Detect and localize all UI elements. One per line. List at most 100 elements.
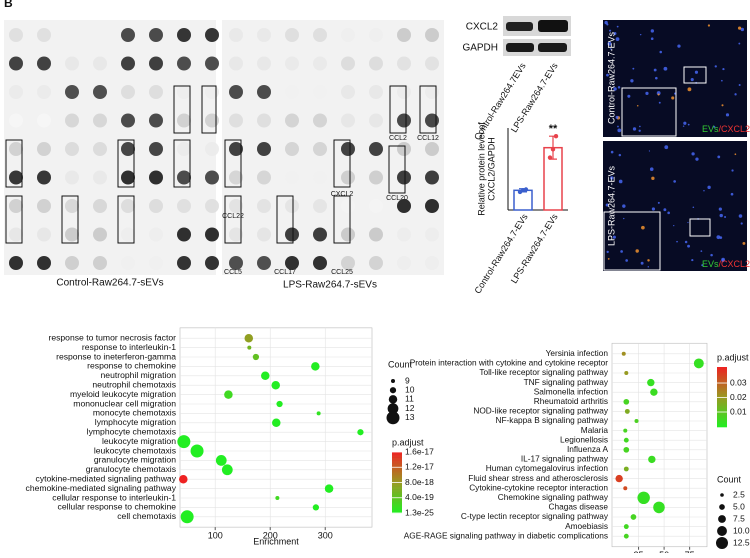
- speck: [707, 185, 711, 190]
- speck: [647, 259, 650, 262]
- speck: [717, 155, 721, 159]
- blot-spot: [93, 142, 107, 156]
- size-legend-title: Count: [717, 474, 742, 484]
- blot-spot: [9, 199, 23, 213]
- blot-spot: [177, 199, 191, 213]
- dot: [275, 496, 280, 500]
- dot: [647, 378, 655, 387]
- colorbar-cell: [392, 494, 402, 497]
- colorbar-cell: [717, 370, 727, 372]
- size-legend-dot: [717, 526, 727, 536]
- blot-spot: [205, 28, 219, 42]
- speck: [638, 129, 641, 132]
- blot-spot: [229, 142, 243, 156]
- blot-spot: [177, 85, 191, 99]
- box: [5, 139, 23, 188]
- blot-spot: [177, 28, 191, 42]
- box: [5, 195, 23, 244]
- dot: [244, 333, 254, 343]
- blot-spot: [257, 170, 271, 185]
- blot-spot: [121, 227, 135, 242]
- blot-spot: [177, 256, 191, 270]
- blot-spot: [121, 85, 135, 99]
- blot-spot: [229, 113, 243, 128]
- speck: [630, 79, 634, 83]
- blot-spot: [149, 256, 163, 270]
- blot-spot: [177, 227, 191, 242]
- speck: [627, 94, 631, 98]
- speck: [609, 29, 612, 32]
- color-legend-title: p.adjust: [717, 352, 749, 362]
- colorbar-cell: [392, 502, 402, 505]
- blot-spot: [37, 113, 51, 128]
- colorbar-cell: [717, 395, 727, 398]
- y-tick-label: myeloid leukocyte migration: [70, 389, 176, 399]
- blot-spot: [425, 256, 439, 270]
- stain-green: EVs: [702, 259, 719, 269]
- blot-spot: [369, 85, 383, 99]
- blot-spot: [37, 199, 51, 213]
- colorbar-cell: [392, 490, 402, 492]
- blot-spot: [9, 56, 23, 71]
- speck: [701, 264, 704, 267]
- blot-spot: [37, 142, 51, 156]
- speck: [718, 207, 722, 211]
- blot-spot: [93, 28, 107, 42]
- blot-spot: [397, 256, 411, 270]
- speck: [622, 204, 626, 208]
- blot-spot: [313, 85, 327, 99]
- speck: [667, 211, 670, 215]
- colorbar-cell: [392, 499, 402, 502]
- blot-spot: [341, 142, 355, 156]
- colorbar-cell: [717, 409, 727, 411]
- speck: [740, 27, 745, 32]
- colorbar-cell: [392, 456, 402, 459]
- dot: [634, 418, 639, 424]
- dot: [316, 411, 321, 416]
- speck: [649, 167, 654, 171]
- dot: [215, 455, 227, 466]
- blot-spot: [65, 170, 79, 185]
- colorbar-cell: [392, 473, 402, 476]
- blot-spot: [397, 113, 411, 128]
- blot-spot: [93, 85, 107, 99]
- speck: [687, 244, 691, 248]
- blot-spot: [285, 85, 299, 99]
- y-tick-label: Chemokine signaling pathway: [498, 492, 609, 502]
- colorbar-label: 0.03: [730, 377, 747, 387]
- box: [173, 139, 191, 188]
- colorbar-cell: [717, 371, 727, 374]
- blot-spot: [425, 142, 439, 156]
- box: [201, 85, 217, 134]
- size-legend-dot: [720, 493, 724, 497]
- blot-spot: [229, 28, 243, 42]
- speck: [659, 50, 663, 54]
- speck: [719, 236, 723, 240]
- blot-spot: [149, 56, 163, 71]
- dot: [648, 455, 656, 464]
- blot-spot: [65, 85, 79, 99]
- blot-spot: [205, 56, 219, 71]
- colorbar-cell: [392, 496, 402, 499]
- y-tick-label: Fluid shear stress and atherosclerosis: [468, 473, 608, 483]
- speck: [695, 157, 699, 161]
- blot-spot: [285, 227, 299, 242]
- blot-spot: [397, 199, 411, 213]
- blot-spot: [37, 28, 51, 42]
- stain-red: /CXCL2: [719, 124, 750, 134]
- colorbar-cell: [392, 452, 402, 454]
- y-tick-label: lymphocyte chemotaxis: [87, 426, 176, 436]
- colorbar-cell: [717, 401, 727, 404]
- blot-spot: [257, 199, 271, 213]
- speck: [730, 192, 734, 196]
- blot-spot: [257, 256, 271, 270]
- blot-spot: [341, 28, 355, 42]
- band: [506, 22, 533, 31]
- blot-spot: [369, 199, 383, 213]
- speck: [694, 70, 699, 74]
- speck: [625, 259, 628, 262]
- speck: [719, 213, 723, 218]
- blot-spot: [65, 142, 79, 156]
- box: [333, 195, 351, 244]
- blot-spot: [205, 170, 219, 185]
